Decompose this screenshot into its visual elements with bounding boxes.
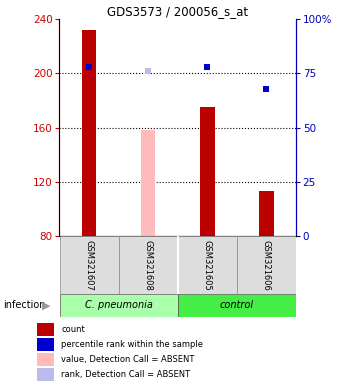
- Bar: [141, 131, 155, 236]
- Text: rank, Detection Call = ABSENT: rank, Detection Call = ABSENT: [61, 370, 190, 379]
- Bar: [37, 368, 54, 381]
- Text: GSM321606: GSM321606: [262, 240, 271, 290]
- Bar: [37, 353, 54, 366]
- Bar: [82, 30, 97, 236]
- Bar: [59, 236, 119, 294]
- Point: [86, 64, 92, 70]
- Point: [204, 64, 210, 70]
- Bar: [119, 236, 177, 294]
- Text: C. pneumonia: C. pneumonia: [85, 300, 153, 310]
- Bar: [259, 191, 274, 236]
- Bar: [177, 294, 296, 317]
- Bar: [37, 338, 54, 351]
- Bar: [37, 323, 54, 336]
- Title: GDS3573 / 200056_s_at: GDS3573 / 200056_s_at: [107, 5, 248, 18]
- Text: GSM321605: GSM321605: [203, 240, 212, 290]
- Bar: [237, 236, 296, 294]
- Text: GSM321607: GSM321607: [85, 240, 94, 290]
- Text: percentile rank within the sample: percentile rank within the sample: [61, 339, 203, 349]
- Text: GSM321608: GSM321608: [143, 240, 153, 290]
- Text: count: count: [61, 325, 85, 334]
- Text: value, Detection Call = ABSENT: value, Detection Call = ABSENT: [61, 354, 194, 364]
- Bar: [200, 108, 215, 236]
- Point: [264, 86, 269, 92]
- Text: infection: infection: [3, 300, 46, 310]
- Text: control: control: [220, 300, 254, 310]
- Bar: [59, 294, 177, 317]
- Point: [146, 68, 151, 74]
- Text: ▶: ▶: [42, 300, 50, 310]
- Bar: [177, 236, 237, 294]
